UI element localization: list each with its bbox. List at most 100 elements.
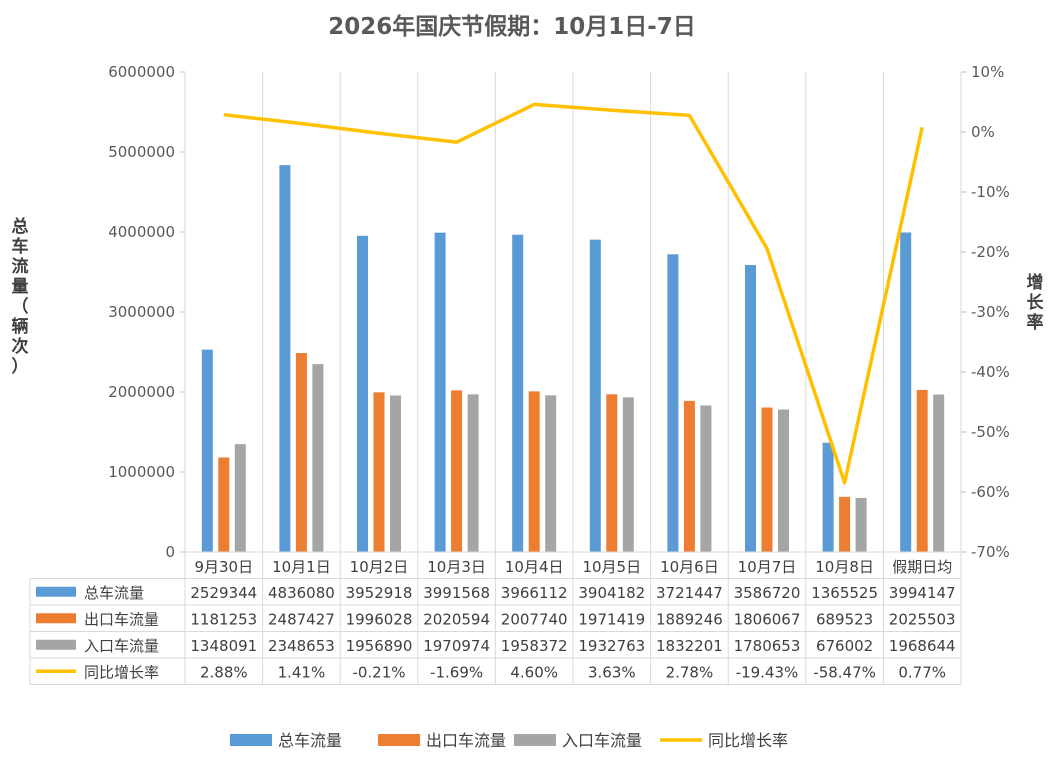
y2-tick-label: -70% — [971, 543, 1010, 561]
table-cell: -19.43% — [736, 663, 799, 681]
table-legend-swatch — [36, 586, 76, 597]
table-cell: 2348653 — [268, 637, 335, 655]
table-series-name: 入口车流量 — [84, 637, 159, 655]
table-cell: 676002 — [816, 637, 873, 655]
bar-1-1 — [201, 349, 213, 552]
bar-2-2 — [295, 353, 307, 552]
legend-label: 入口车流量 — [562, 731, 642, 750]
bar-3-2 — [312, 364, 324, 552]
legend-item-4: 同比增长率 — [660, 731, 788, 750]
y-axis-left: 0 1000000 2000000 3000000 4000000 5000000 6000… — [108, 63, 185, 561]
y-axis-left-label: 总车流量（辆次） — [12, 216, 29, 377]
y-tick-label: 4000000 — [108, 223, 175, 241]
bar-2-5 — [528, 391, 540, 552]
table-cell: 1780653 — [734, 637, 801, 655]
y2-tick-label: -50% — [971, 423, 1010, 441]
table-cell: 1956890 — [346, 637, 413, 655]
bar-3-7 — [700, 405, 712, 552]
bar-1-3 — [357, 235, 368, 553]
table-legend-swatch — [36, 613, 76, 624]
bar-3-3 — [390, 395, 401, 552]
table-cell: 1889246 — [656, 610, 723, 628]
legend-swatch — [378, 734, 420, 746]
data-table: 9月30日 10月1日 10月2日 10月3日 10月4日 10月5日 10月6日 10月7日… — [29, 551, 962, 685]
table-cell: -1.69% — [430, 663, 483, 681]
bar-1-10 — [900, 232, 912, 552]
table-cell: 2025503 — [889, 610, 956, 628]
table-cell: 3586720 — [734, 584, 801, 602]
legend-item-1: 总车流量 — [230, 731, 342, 750]
bar-1-5 — [512, 234, 524, 552]
y2-tick-label: -10% — [971, 183, 1010, 201]
bar-1-8 — [745, 265, 756, 552]
table-cell: 1365525 — [811, 584, 878, 602]
table-cell: 2487427 — [268, 610, 335, 628]
y2-tick-label: -30% — [971, 303, 1010, 321]
table-series-name: 总车流量 — [84, 584, 144, 602]
table-cell: 3991568 — [423, 584, 490, 602]
bar-3-9 — [855, 497, 867, 552]
table-cell: 1181253 — [190, 610, 257, 628]
table-cell: 0.77% — [898, 663, 946, 681]
y2-tick-label: -60% — [971, 483, 1010, 501]
table-cell: 1.41% — [278, 663, 326, 681]
bar-3-10 — [933, 394, 945, 552]
bar-3-8 — [778, 409, 789, 552]
table-legend-swatch — [36, 639, 76, 650]
y-axis-right-title: 增长率 — [1027, 272, 1045, 333]
plot-area — [184, 72, 962, 553]
legend-label: 总车流量 — [278, 731, 342, 750]
y2-tick-label: 10% — [971, 63, 1004, 81]
table-cell: 2020594 — [423, 610, 490, 628]
bar-1-9 — [822, 442, 834, 552]
category-label: 10月8日 — [815, 558, 874, 576]
table-cell: 1968644 — [889, 637, 956, 655]
category-label: 10月4日 — [505, 558, 564, 576]
growth-rate-line — [223, 102, 924, 485]
y2-tick-label: 0% — [971, 123, 995, 141]
table-cell: 3994147 — [889, 584, 956, 602]
bar-1-6 — [589, 239, 601, 552]
table-cell: 1348091 — [190, 637, 257, 655]
table-cell: 2.78% — [666, 663, 714, 681]
y2-tick-label: -40% — [971, 363, 1010, 381]
bar-2-10 — [916, 389, 928, 552]
legend-item-2: 出口车流量 — [378, 731, 506, 750]
bar-2-8 — [761, 407, 773, 552]
table-cell: 2.88% — [200, 663, 248, 681]
bar-2-9 — [839, 496, 851, 552]
category-label: 假期日均 — [892, 558, 952, 576]
y-axis-left-title: 总车流量（辆次） — [12, 216, 29, 377]
table-series-name: 同比增长率 — [84, 663, 159, 681]
bar-3-5 — [545, 395, 557, 552]
bar-2-4 — [451, 390, 463, 552]
bar-1-2 — [279, 165, 291, 553]
legend-label: 同比增长率 — [708, 731, 788, 750]
table-cell: 3952918 — [346, 584, 413, 602]
y-axis-right-label: 增长率 — [1027, 272, 1045, 333]
table-cell: 1958372 — [501, 637, 568, 655]
chart-title: 2026年国庆节假期：10月1日-7日 — [328, 13, 696, 40]
table-cell: 1806067 — [734, 610, 801, 628]
bar-2-6 — [606, 394, 618, 552]
category-label: 10月5日 — [582, 558, 641, 576]
table-cell: 1996028 — [346, 610, 413, 628]
bar-3-6 — [622, 397, 634, 552]
legend: 总车流量 出口车流量 入口车流量 同比增长率 — [230, 731, 788, 750]
y-tick-label: 2000000 — [108, 383, 175, 401]
y-tick-label: 1000000 — [108, 463, 175, 481]
table-cell: 1932763 — [578, 637, 645, 655]
table-cell: 4836080 — [268, 584, 335, 602]
category-label: 10月6日 — [660, 558, 719, 576]
legend-label: 出口车流量 — [426, 731, 506, 750]
table-cell: 3.63% — [588, 663, 636, 681]
bar-3-1 — [234, 444, 246, 552]
table-cell: 4.60% — [510, 663, 558, 681]
legend-item-3: 入口车流量 — [514, 731, 642, 750]
bar-2-7 — [683, 400, 695, 552]
y-tick-label: 0 — [165, 543, 175, 561]
bar-3-4 — [467, 394, 479, 552]
table-cell: -58.47% — [813, 663, 876, 681]
table-cell: -0.21% — [352, 663, 405, 681]
